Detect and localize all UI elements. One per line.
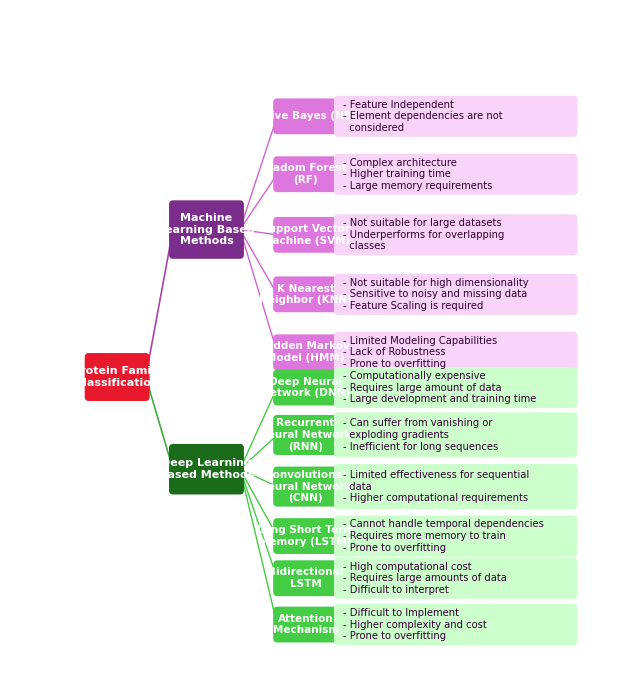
FancyBboxPatch shape xyxy=(84,353,150,401)
FancyBboxPatch shape xyxy=(334,516,577,557)
FancyBboxPatch shape xyxy=(334,604,577,645)
Text: - Complex architecture
- Higher training time
- Large memory requirements: - Complex architecture - Higher training… xyxy=(343,157,492,191)
FancyBboxPatch shape xyxy=(273,334,338,370)
Text: - Feature Independent
- Element dependencies are not
  considered: - Feature Independent - Element dependen… xyxy=(343,100,502,133)
FancyBboxPatch shape xyxy=(334,412,577,458)
Text: Recurrent
Neural Network
(RNN): Recurrent Neural Network (RNN) xyxy=(259,419,352,451)
FancyBboxPatch shape xyxy=(273,466,338,507)
FancyBboxPatch shape xyxy=(169,200,244,259)
Text: - Not suitable for high dimensionality
- Sensitive to noisy and missing data
- F: - Not suitable for high dimensionality -… xyxy=(343,278,529,311)
Text: Naive Bayes (NB): Naive Bayes (NB) xyxy=(255,111,356,121)
FancyBboxPatch shape xyxy=(334,214,577,255)
Text: - Cannot handle temporal dependencies
- Requires more memory to train
- Prone to: - Cannot handle temporal dependencies - … xyxy=(343,519,544,553)
Text: - High computational cost
- Requires large amounts of data
- Difficult to interp: - High computational cost - Requires lar… xyxy=(343,562,507,595)
Text: - Limited Modeling Capabilities
- Lack of Robustness
- Prone to overfitting: - Limited Modeling Capabilities - Lack o… xyxy=(343,336,497,369)
FancyBboxPatch shape xyxy=(273,217,338,252)
Text: - Limited effectiveness for sequential
  data
- Higher computational requirement: - Limited effectiveness for sequential d… xyxy=(343,470,529,503)
FancyBboxPatch shape xyxy=(273,98,338,134)
Text: Hidden Markov
Model (HMM): Hidden Markov Model (HMM) xyxy=(261,341,350,363)
FancyBboxPatch shape xyxy=(334,274,577,315)
FancyBboxPatch shape xyxy=(334,367,577,408)
Text: Long Short Term
Memory (LSTM): Long Short Term Memory (LSTM) xyxy=(257,525,355,547)
FancyBboxPatch shape xyxy=(273,276,338,312)
Text: K Nearest
Neighbor (KNN): K Nearest Neighbor (KNN) xyxy=(259,284,352,305)
FancyBboxPatch shape xyxy=(334,557,577,598)
FancyBboxPatch shape xyxy=(273,518,338,554)
Text: Machine
Learning Based
Methods: Machine Learning Based Methods xyxy=(158,213,255,246)
Text: Convolutional
Neural Network
(CNN): Convolutional Neural Network (CNN) xyxy=(259,470,352,503)
Text: Support Vector
Machine (SVM): Support Vector Machine (SVM) xyxy=(261,224,350,246)
FancyBboxPatch shape xyxy=(273,560,338,596)
FancyBboxPatch shape xyxy=(273,157,338,192)
FancyBboxPatch shape xyxy=(334,96,577,137)
FancyBboxPatch shape xyxy=(273,607,338,642)
Text: Deep Neural
Network (DNN): Deep Neural Network (DNN) xyxy=(261,377,350,398)
Text: Bidirectional
LSTM: Bidirectional LSTM xyxy=(268,568,343,589)
FancyBboxPatch shape xyxy=(273,369,338,406)
Text: Radom Forest
(RF): Radom Forest (RF) xyxy=(265,163,346,185)
FancyBboxPatch shape xyxy=(334,464,577,509)
Text: Protein Family
Classification: Protein Family Classification xyxy=(72,366,163,388)
Text: - Not suitable for large datasets
- Underperforms for overlapping
  classes: - Not suitable for large datasets - Unde… xyxy=(343,218,504,252)
Text: Deep Learning
Based Methods: Deep Learning Based Methods xyxy=(159,458,254,480)
FancyBboxPatch shape xyxy=(334,154,577,195)
FancyBboxPatch shape xyxy=(334,332,577,373)
Text: - Difficult to Implement
- Higher complexity and cost
- Prone to overfitting: - Difficult to Implement - Higher comple… xyxy=(343,608,486,641)
FancyBboxPatch shape xyxy=(273,415,338,455)
Text: - Computationally expensive
- Requires large amount of data
- Large development : - Computationally expensive - Requires l… xyxy=(343,371,536,404)
Text: Attention
Mechanism: Attention Mechanism xyxy=(273,614,339,635)
Text: - Can suffer from vanishing or
  exploding gradients
- Inefficient for long sequ: - Can suffer from vanishing or exploding… xyxy=(343,419,498,451)
FancyBboxPatch shape xyxy=(169,444,244,495)
